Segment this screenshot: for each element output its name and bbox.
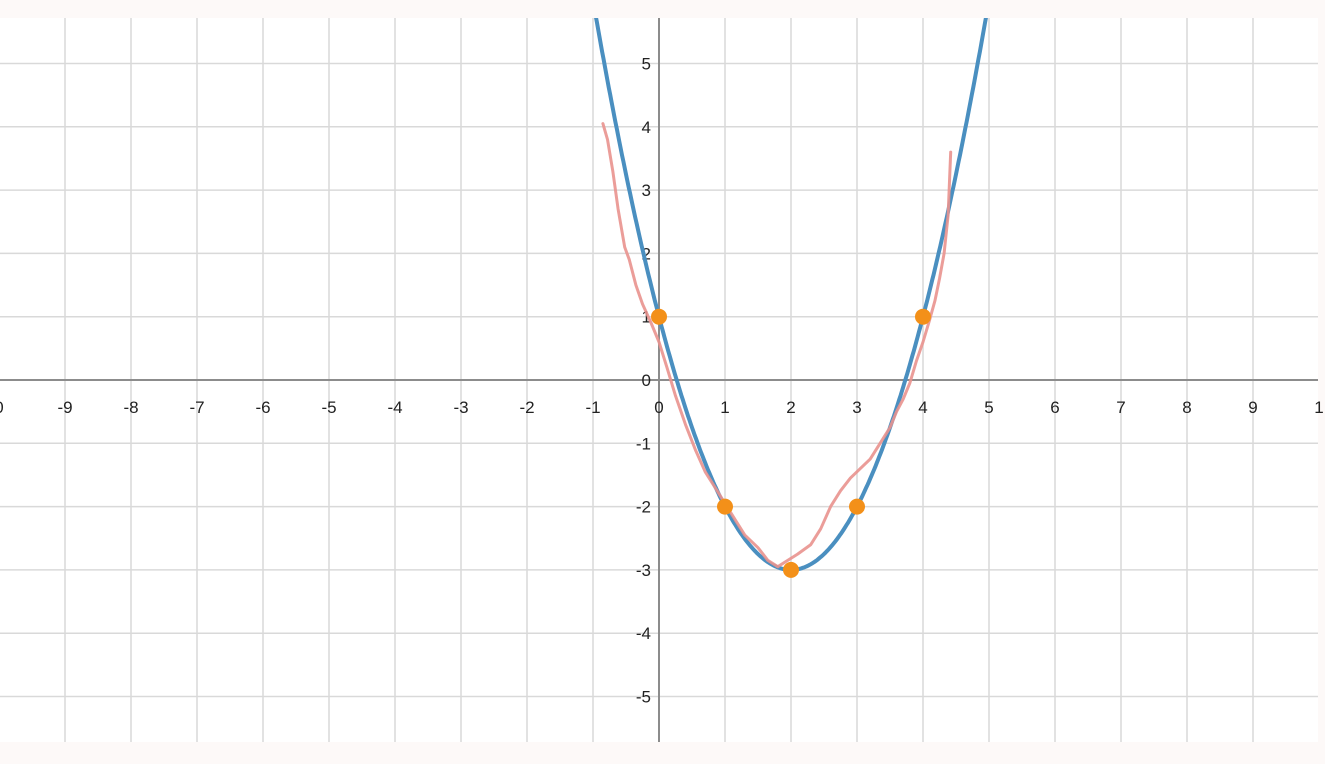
x-tick-label: 8 (1182, 398, 1191, 417)
x-tick-label: 0 (0, 398, 4, 417)
axes (0, 18, 1318, 742)
data-point (783, 561, 799, 578)
data-point (915, 308, 931, 325)
x-tick-label: -5 (321, 398, 336, 417)
x-tick-label: 5 (984, 398, 993, 417)
data-point (717, 498, 733, 515)
data-point (849, 498, 865, 515)
x-tick-label: 1 (1314, 398, 1323, 417)
y-tick-label: 4 (642, 118, 651, 137)
y-tick-label: -1 (636, 434, 651, 453)
x-tick-label: -1 (585, 398, 600, 417)
x-tick-label: -2 (519, 398, 534, 417)
x-tick-label: 1 (720, 398, 729, 417)
x-tick-label: -3 (453, 398, 468, 417)
x-tick-label: 0 (654, 398, 663, 417)
y-tick-label: 5 (642, 55, 651, 74)
x-tick-label: 3 (852, 398, 861, 417)
tick-labels: 0-9-8-7-6-5-4-3-2-101234567891543210-1-2… (0, 55, 1324, 707)
y-tick-label: -3 (636, 561, 651, 580)
y-tick-label: 3 (642, 181, 651, 200)
x-tick-label: 6 (1050, 398, 1059, 417)
freehand-sketch-line (601, 122, 953, 569)
x-tick-label: 4 (918, 398, 927, 417)
x-tick-label: 7 (1116, 398, 1125, 417)
x-tick-label: -7 (189, 398, 204, 417)
y-tick-label: -4 (636, 624, 651, 643)
data-point (651, 308, 667, 325)
y-tick-label: -5 (636, 688, 651, 707)
x-tick-label: -4 (387, 398, 402, 417)
x-tick-label: 9 (1248, 398, 1257, 417)
x-tick-label: -8 (123, 398, 138, 417)
y-tick-label: 0 (642, 371, 651, 390)
plotted-series (594, 18, 988, 578)
y-tick-label: 2 (642, 244, 651, 263)
y-tick-label: -2 (636, 498, 651, 517)
x-tick-label: 2 (786, 398, 795, 417)
x-tick-label: -9 (57, 398, 72, 417)
x-tick-label: -6 (255, 398, 270, 417)
y-tick-label: 1 (642, 308, 651, 327)
